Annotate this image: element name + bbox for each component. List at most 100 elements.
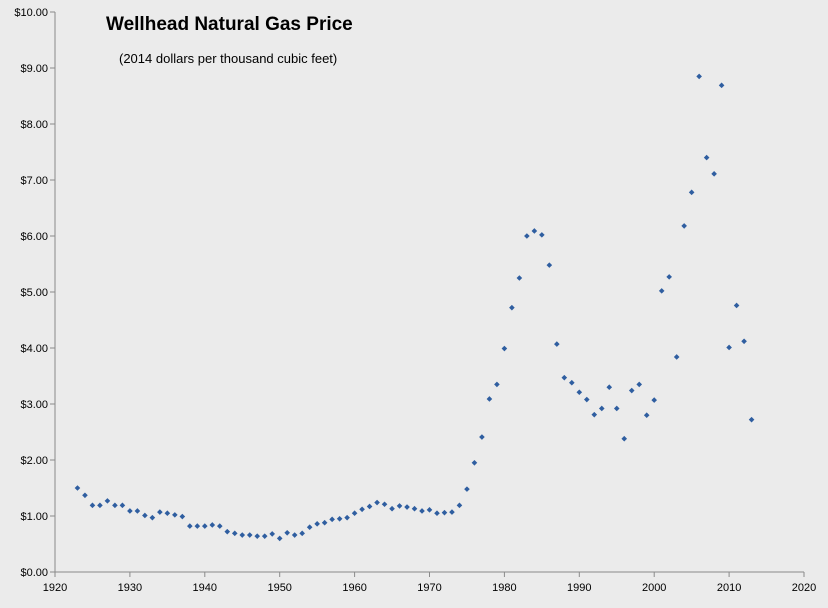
- y-tick-label: $6.00: [20, 231, 48, 243]
- x-tick-label: 1980: [492, 582, 516, 594]
- data-point: [82, 492, 88, 499]
- data-point: [464, 486, 470, 492]
- x-tick-label: 2010: [717, 582, 741, 594]
- data-point: [411, 505, 418, 512]
- data-point: [621, 435, 628, 442]
- data-point: [104, 498, 111, 504]
- data-point: [187, 523, 193, 529]
- y-tick-label: $1.00: [20, 511, 48, 523]
- data-point: [741, 338, 747, 345]
- data-point: [202, 523, 208, 529]
- data-point: [74, 485, 81, 491]
- data-point: [419, 508, 425, 514]
- data-point: [606, 384, 613, 390]
- x-tick-label: 2020: [792, 582, 816, 594]
- x-tick-label: 2000: [642, 582, 666, 594]
- y-tick-label: $2.00: [20, 455, 48, 467]
- data-point: [216, 523, 223, 529]
- data-point: [576, 389, 583, 396]
- y-tick-label: $7.00: [20, 175, 48, 187]
- y-tick-label: $9.00: [20, 63, 48, 75]
- data-point: [561, 374, 568, 381]
- data-point: [276, 535, 283, 542]
- data-point: [172, 512, 178, 518]
- data-point: [441, 509, 448, 516]
- chart-subtitle: (2014 dollars per thousand cubic feet): [119, 51, 338, 66]
- data-point: [254, 533, 261, 539]
- data-point: [696, 73, 702, 80]
- data-point: [479, 434, 485, 440]
- data-point: [531, 228, 538, 234]
- data-point: [583, 396, 590, 403]
- data-point: [591, 411, 598, 418]
- data-point: [569, 379, 575, 386]
- data-point: [673, 354, 680, 360]
- data-point: [426, 507, 433, 513]
- data-point: [651, 397, 657, 403]
- data-point: [321, 519, 328, 526]
- y-tick-label: $5.00: [20, 287, 48, 299]
- data-point: [194, 523, 201, 529]
- y-tick-label: $8.00: [20, 119, 48, 131]
- data-point: [404, 504, 410, 510]
- x-tick-label: 1990: [567, 582, 591, 594]
- x-tick-label: 1940: [193, 582, 217, 594]
- y-tick-label: $0.00: [20, 567, 48, 579]
- data-point: [524, 233, 530, 239]
- data-point: [516, 275, 523, 281]
- data-point: [157, 509, 163, 515]
- data-point: [381, 501, 388, 508]
- data-point: [718, 82, 725, 89]
- data-point: [142, 512, 148, 519]
- data-point: [336, 516, 343, 522]
- data-point: [703, 154, 710, 161]
- data-point: [658, 288, 665, 294]
- data-point: [366, 503, 373, 510]
- data-point: [306, 524, 313, 530]
- data-point: [374, 499, 380, 506]
- data-point: [231, 530, 238, 537]
- data-point: [539, 232, 545, 238]
- tick-labels: $0.00 $1.00 $2.00 $3.00 $4.00 $5.00 $6.00 $7.00…: [14, 7, 816, 594]
- data-point: [711, 171, 717, 177]
- data-point: [681, 223, 687, 229]
- data-point: [112, 502, 118, 509]
- x-tick-label: 1970: [417, 582, 441, 594]
- y-tick-label: $4.00: [20, 343, 48, 355]
- data-point: [598, 405, 605, 412]
- data-point: [269, 531, 276, 537]
- data-point: [97, 502, 103, 509]
- data-point: [149, 514, 156, 521]
- y-tick-label: $3.00: [20, 399, 48, 411]
- data-point: [89, 502, 96, 509]
- data-point: [509, 304, 515, 311]
- x-tick-label: 1960: [342, 582, 366, 594]
- data-point: [134, 508, 141, 514]
- data-point: [246, 532, 253, 538]
- data-point: [284, 530, 290, 536]
- data-point: [449, 509, 455, 515]
- data-point: [748, 416, 755, 423]
- y-tick-label: $10.00: [14, 7, 48, 19]
- data-point: [119, 502, 126, 509]
- data-point: [456, 502, 463, 509]
- data-point: [628, 387, 635, 394]
- x-tick-label: 1950: [267, 582, 291, 594]
- data-point: [127, 508, 133, 514]
- data-point: [733, 302, 740, 309]
- data-point: [486, 396, 493, 402]
- data-points: [74, 73, 755, 542]
- data-point: [351, 510, 358, 516]
- data-point: [471, 460, 478, 466]
- data-point: [344, 514, 350, 521]
- data-point: [643, 412, 650, 418]
- data-point: [359, 506, 365, 513]
- data-point: [224, 528, 231, 535]
- data-point: [666, 274, 672, 280]
- x-tick-label: 1930: [118, 582, 142, 594]
- data-point: [164, 510, 171, 516]
- x-tick-label: 1920: [43, 582, 67, 594]
- data-point: [299, 530, 305, 537]
- data-point: [613, 405, 620, 412]
